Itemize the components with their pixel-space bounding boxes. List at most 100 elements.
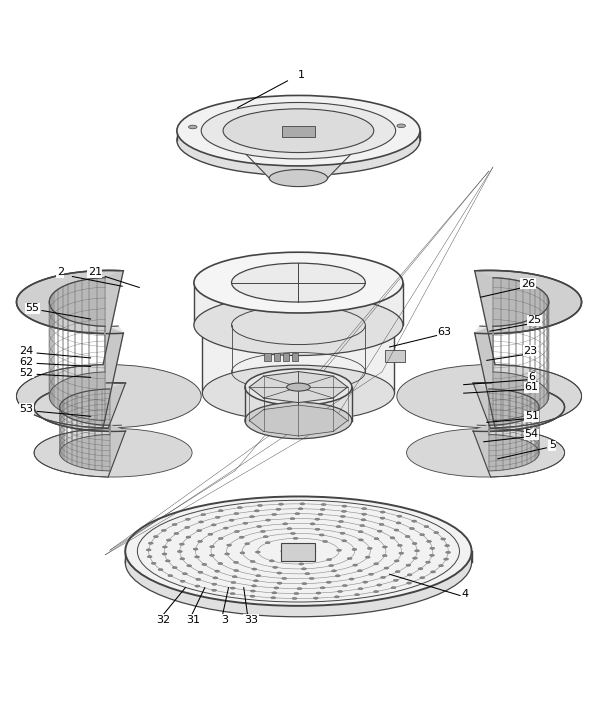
Ellipse shape — [354, 594, 359, 596]
Ellipse shape — [197, 530, 202, 532]
Ellipse shape — [367, 547, 372, 550]
Text: 33: 33 — [244, 615, 258, 625]
Ellipse shape — [394, 529, 399, 531]
Ellipse shape — [380, 517, 385, 519]
Text: 53: 53 — [19, 404, 33, 414]
Ellipse shape — [320, 587, 325, 589]
Polygon shape — [493, 278, 549, 420]
Polygon shape — [473, 425, 490, 477]
Ellipse shape — [252, 584, 256, 587]
Ellipse shape — [186, 536, 191, 538]
Ellipse shape — [245, 402, 352, 439]
Ellipse shape — [223, 109, 374, 153]
Ellipse shape — [245, 369, 352, 405]
Ellipse shape — [295, 513, 300, 515]
Ellipse shape — [360, 525, 365, 527]
Text: 26: 26 — [521, 279, 535, 289]
Ellipse shape — [229, 519, 234, 521]
Ellipse shape — [374, 591, 379, 593]
Ellipse shape — [256, 574, 261, 577]
Ellipse shape — [209, 545, 214, 547]
Ellipse shape — [233, 561, 238, 563]
Ellipse shape — [397, 515, 402, 518]
Bar — [281, 542, 315, 561]
Ellipse shape — [353, 564, 357, 566]
Ellipse shape — [153, 535, 158, 538]
Ellipse shape — [340, 532, 345, 535]
Text: 61: 61 — [525, 382, 539, 392]
Ellipse shape — [412, 542, 417, 545]
Ellipse shape — [218, 510, 223, 512]
Ellipse shape — [378, 530, 382, 533]
Ellipse shape — [266, 542, 270, 544]
Bar — [282, 127, 315, 137]
Ellipse shape — [199, 521, 203, 523]
Ellipse shape — [218, 538, 223, 540]
Ellipse shape — [314, 597, 319, 599]
Ellipse shape — [202, 299, 395, 354]
Ellipse shape — [429, 554, 434, 557]
Polygon shape — [489, 389, 539, 471]
Ellipse shape — [406, 564, 411, 566]
Ellipse shape — [201, 513, 206, 515]
Ellipse shape — [218, 562, 223, 565]
Ellipse shape — [172, 523, 177, 525]
Ellipse shape — [177, 550, 182, 552]
Ellipse shape — [250, 560, 255, 562]
Ellipse shape — [158, 569, 163, 571]
Ellipse shape — [342, 510, 347, 513]
Ellipse shape — [380, 511, 385, 513]
Ellipse shape — [227, 544, 231, 546]
Ellipse shape — [349, 578, 354, 580]
Ellipse shape — [282, 577, 287, 579]
Ellipse shape — [290, 518, 295, 520]
Ellipse shape — [146, 549, 151, 551]
Ellipse shape — [298, 508, 303, 510]
Ellipse shape — [302, 582, 307, 584]
Ellipse shape — [194, 252, 403, 313]
Ellipse shape — [185, 518, 190, 520]
Ellipse shape — [381, 577, 385, 579]
Polygon shape — [475, 270, 582, 333]
Ellipse shape — [361, 519, 366, 521]
Ellipse shape — [201, 102, 396, 159]
Ellipse shape — [177, 105, 420, 176]
Ellipse shape — [151, 562, 156, 565]
Ellipse shape — [430, 547, 435, 550]
Ellipse shape — [434, 532, 438, 534]
Ellipse shape — [195, 556, 200, 558]
Ellipse shape — [420, 534, 424, 536]
Ellipse shape — [287, 383, 310, 391]
Ellipse shape — [250, 590, 255, 592]
Ellipse shape — [261, 530, 266, 533]
Ellipse shape — [180, 580, 185, 582]
Polygon shape — [108, 425, 125, 477]
Ellipse shape — [234, 570, 239, 572]
Ellipse shape — [407, 582, 412, 584]
Ellipse shape — [310, 523, 315, 525]
Polygon shape — [475, 326, 495, 428]
Ellipse shape — [234, 513, 239, 515]
Ellipse shape — [321, 503, 326, 506]
Polygon shape — [34, 383, 125, 432]
Ellipse shape — [443, 558, 448, 560]
Ellipse shape — [339, 520, 343, 523]
Ellipse shape — [298, 378, 304, 380]
Ellipse shape — [336, 574, 340, 577]
Ellipse shape — [230, 592, 235, 594]
Ellipse shape — [147, 555, 152, 557]
Ellipse shape — [196, 578, 201, 580]
Ellipse shape — [293, 538, 298, 540]
Polygon shape — [245, 387, 352, 420]
Ellipse shape — [379, 523, 384, 525]
Ellipse shape — [418, 567, 423, 570]
Ellipse shape — [125, 496, 471, 606]
Bar — [385, 351, 405, 363]
Ellipse shape — [277, 572, 282, 574]
Ellipse shape — [278, 503, 283, 506]
Ellipse shape — [426, 561, 431, 563]
Ellipse shape — [225, 553, 230, 555]
Ellipse shape — [420, 577, 424, 579]
Ellipse shape — [340, 515, 345, 518]
Ellipse shape — [195, 585, 200, 587]
